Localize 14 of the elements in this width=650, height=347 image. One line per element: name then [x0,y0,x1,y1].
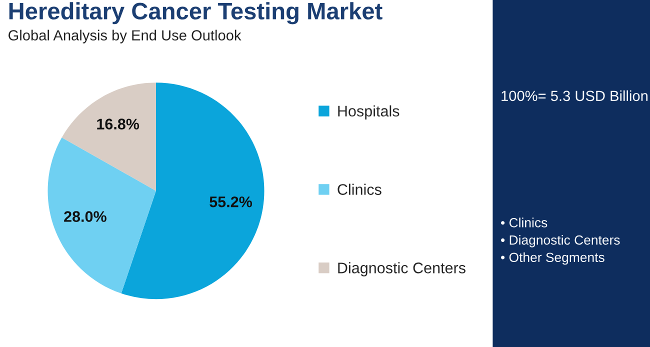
legend-label: Clinics [338,184,382,195]
text: • Clinics [501,218,548,228]
data-label: 55.2% [210,196,252,208]
text: • Diagnostic Centers [501,235,620,248]
chart-subtitle: Global Analysis by End Use Outlook [8,30,242,44]
text: 100%= 5.3 USD Billion [502,90,648,102]
text: • Other Segments [501,252,604,265]
data-label: 28.0% [64,211,106,222]
legend-label: Diagnostic Centers [338,262,466,276]
data-label: 16.8% [97,118,140,130]
chart-title: Hereditary Cancer Testing Market [9,2,382,24]
pie-slice [62,82,156,191]
pie-slice [48,138,156,294]
legend-label: Hospitals [338,105,400,120]
